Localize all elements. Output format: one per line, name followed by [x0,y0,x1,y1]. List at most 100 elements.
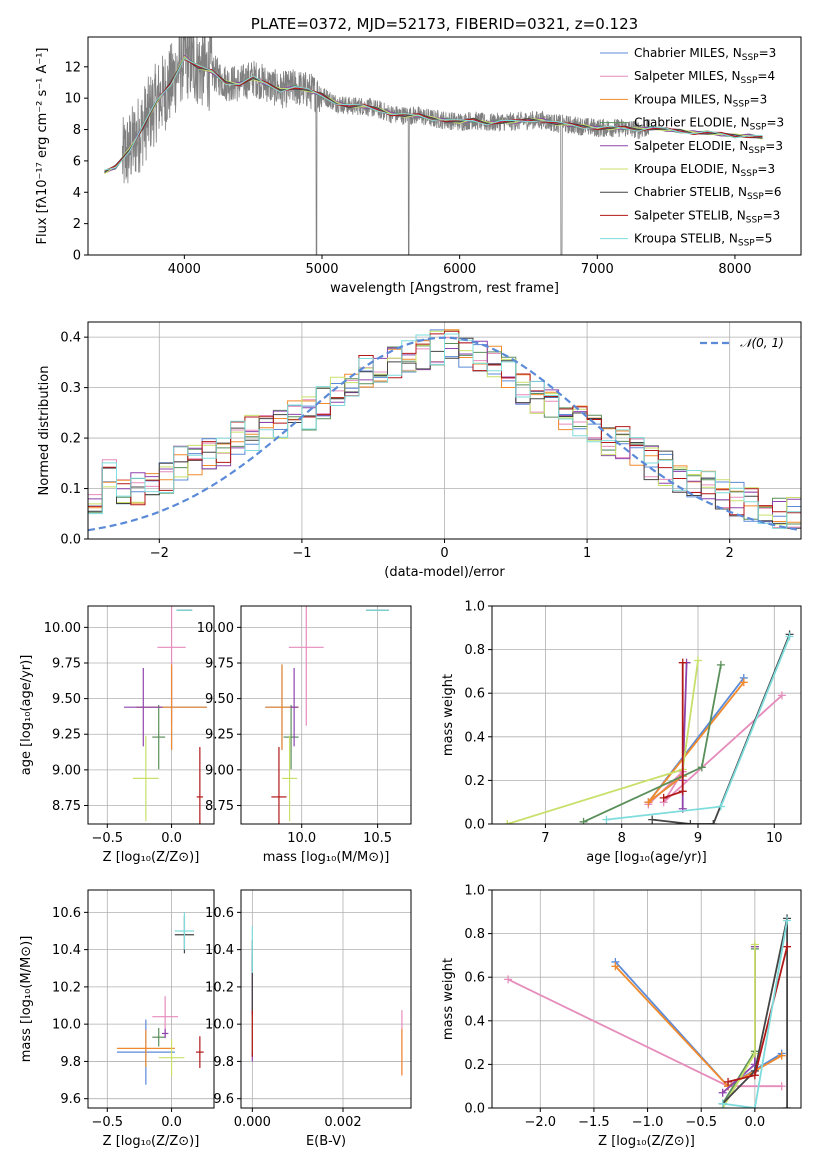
y-tick-label: 0.0 [464,1102,485,1117]
y-tick-label: 10.6 [205,906,234,921]
y-tick-label: 9.6 [213,1092,234,1107]
y-tick-label: 0 [73,249,81,264]
weight-marker [503,820,512,824]
y-tick-label: 6 [73,154,81,169]
y-axis-label: Flux [fλ10⁻¹⁷ erg cm⁻² s⁻¹ A⁻¹] [35,48,50,245]
error-point-kroupa_stelib [174,912,195,950]
x-tick-label: −0.5 [91,1115,123,1130]
weight-marker [697,763,706,772]
y-tick-label: 0.6 [464,687,485,702]
error-point-salpeter_elodie [161,1028,169,1039]
plot-area [265,606,389,824]
axes-massweight-vs-Z: −2.0 −1.5 −1.0 −0.5 0.0 0.0 0.2 0.4 0.6 0.8 1.0 Z [… [441,884,802,1149]
y-tick-label: 9.8 [60,1055,81,1070]
y-tick-label: 0.2 [464,1058,485,1073]
y-tick-label: 0.2 [60,432,81,447]
y-tick-label: 9.75 [52,656,81,671]
weight-marker [739,678,748,687]
x-tick-label: 0.000 [234,1115,271,1130]
y-tick-label: 4 [73,186,81,201]
axes-age-vs-Z: −0.5 0.0 8.75 9.00 9.25 9.50 9.75 10.00 Z [log₁₀… [19,605,215,865]
y-tick-label: 10.00 [197,621,234,636]
x-axis-label: Z [log₁₀(Z/Z⊙)] [103,850,200,865]
legend-label: 𝒩(0, 1) [740,336,784,350]
axis-frame [87,889,215,1109]
y-tick-label: 10.4 [52,943,81,958]
error-point-kroupa_miles [116,1029,175,1068]
y-tick-label: 0.8 [464,927,485,942]
weight-marker [750,1049,759,1058]
y-tick-label: 10.2 [52,980,81,995]
y-tick-label: 9.8 [213,1055,234,1070]
weight-marker [750,940,759,949]
x-tick-label: −2 [150,546,169,561]
y-tick-label: 0.0 [464,818,485,833]
y-tick-label: 9.00 [205,763,234,778]
x-tick-label: −0.5 [91,831,123,846]
y-tick-label: 9.6 [60,1092,81,1107]
plot-area [504,914,792,1108]
grid [492,605,801,825]
y-axis-label: mass weight [441,958,456,1040]
model-line-kroupa_stelib [104,57,763,171]
y-tick-label: 8 [73,123,81,138]
axes-residuals: −2 −1 0 1 2 0.0 0.1 0.2 0.3 0.4 (data-model)/error… [37,321,802,580]
x-tick-label: 7 [541,831,549,846]
histogram-salpeter_stelib [88,330,801,516]
y-tick-label: 0.4 [60,331,81,346]
y-tick-label: 10.6 [52,906,81,921]
y-tick-label: 10.0 [52,1018,81,1033]
y-tick-label: 9.25 [205,728,234,743]
plot-area [503,630,794,824]
legend-label: Chabrier ELODIE, NSSP=3 [634,116,784,133]
y-tick-label: 0.0 [60,533,81,548]
grid [241,606,411,824]
y-tick-label: 0.1 [60,482,81,497]
y-tick-label: 8.75 [52,799,81,814]
legend-label: Kroupa MILES, NSSP=3 [634,92,767,109]
error-point-kroupa_elodie [133,735,159,822]
chart-title: PLATE=0372, MJD=52173, FIBERID=0321, z=0… [251,15,638,33]
weight-line-salpeter_elodie [722,946,756,1094]
error-point-salpeter_elodie [290,667,298,747]
weight-marker [783,916,792,925]
axes-spectrum: 4000 5000 6000 7000 8000 0 2 4 6 8 10 12 wavelength … [35,15,802,296]
y-tick-label: 2 [73,217,81,232]
axes-mass-vs-Z: −0.5 0.0 9.6 9.8 10.0 10.2 10.4 10.6 Z [log₁₀(Z/… [19,889,215,1149]
weight-line-kroupa_stelib [722,920,788,1108]
axis-frame [87,36,802,256]
x-tick-label: 2 [726,546,734,561]
x-tick-label: 0 [440,546,448,561]
x-tick-label: 7000 [581,262,614,277]
y-tick-label: 10 [64,92,81,107]
y-tick-label: 0.4 [464,1014,485,1029]
error-point-kroupa_elodie [281,735,298,822]
y-tick-label: 0.2 [464,774,485,789]
weight-marker [709,820,718,824]
y-tick-label: 1.0 [464,884,485,899]
weight-marker [678,787,687,796]
x-tick-label: 0.002 [324,1115,361,1130]
error-point-salpeter_stelib [271,747,287,824]
weight-marker [777,1051,786,1060]
weight-marker [750,1104,759,1108]
plot-area [124,606,207,824]
x-axis-label: E(B-V) [306,1134,346,1149]
y-tick-label: 10.4 [205,943,234,958]
weight-marker [777,691,786,700]
weight-marker [611,962,620,971]
legend-label: Salpeter ELODIE, NSSP=3 [634,139,783,156]
x-tick-label: 10.5 [363,831,392,846]
x-axis-label: Z [log₁₀(Z/Z⊙)] [103,1134,200,1149]
legend: Chabrier MILES, NSSP=3 Salpeter MILES, NS… [600,46,784,249]
weight-marker [777,1082,786,1091]
weight-marker [602,815,611,824]
axis-frame [240,605,412,825]
x-tick-label: 4000 [168,262,201,277]
weight-line-chabrier_stelib [722,918,788,1108]
weight-marker [716,660,725,669]
x-axis-label: mass [log₁₀(M/M⊙)] [263,850,390,865]
weight-marker [579,817,588,824]
weight-marker [783,1104,792,1108]
x-axis-label: (data-model)/error [384,565,505,580]
